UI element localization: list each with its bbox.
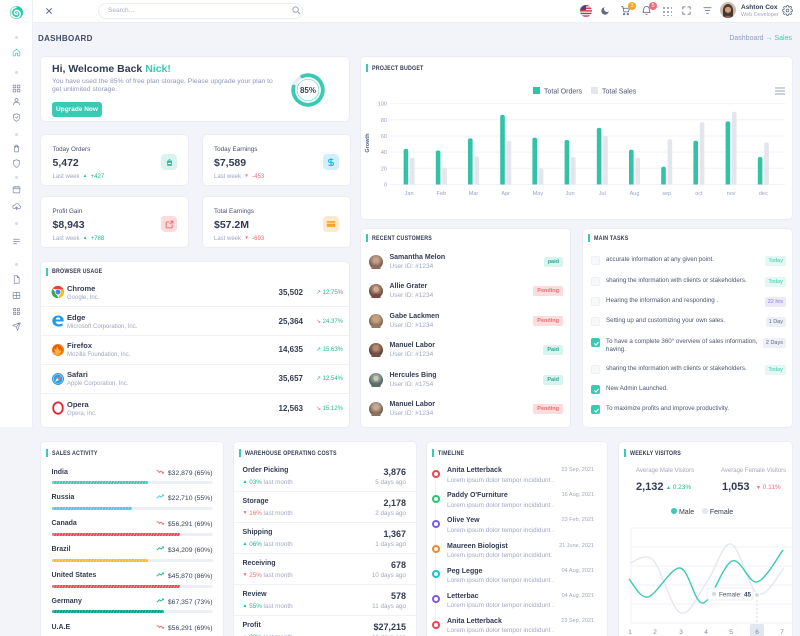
svg-text:60: 60: [381, 134, 387, 140]
svg-text:dec: dec: [759, 191, 768, 197]
svg-text:45: 45: [744, 592, 752, 599]
svg-text:Jan: Jan: [405, 191, 414, 197]
svg-text:3: 3: [679, 629, 683, 636]
svg-text:7: 7: [780, 629, 784, 636]
svg-text:Total Sales: Total Sales: [602, 89, 637, 96]
svg-text:Aug: Aug: [630, 191, 640, 197]
svg-text:85%: 85%: [300, 86, 316, 95]
svg-text:Growth: Growth: [365, 133, 371, 153]
svg-text:4: 4: [704, 629, 708, 636]
svg-text:Mar: Mar: [469, 191, 479, 197]
svg-text:nov: nov: [727, 191, 736, 197]
svg-text:Total Orders: Total Orders: [544, 89, 583, 96]
svg-text:Female:: Female:: [719, 592, 742, 599]
svg-text:Feb: Feb: [437, 191, 446, 197]
svg-text:May: May: [533, 191, 544, 197]
svg-text:0: 0: [384, 183, 387, 189]
svg-text:sep: sep: [662, 191, 671, 197]
svg-text:Jun: Jun: [566, 191, 575, 197]
svg-text:oct: oct: [695, 191, 703, 197]
svg-text:40: 40: [381, 150, 387, 156]
svg-text:1: 1: [628, 629, 632, 636]
svg-text:80: 80: [381, 118, 387, 124]
svg-text:6: 6: [755, 629, 759, 636]
svg-text:100: 100: [378, 102, 387, 108]
svg-text:Jul: Jul: [599, 191, 606, 197]
svg-text:20: 20: [381, 166, 387, 172]
svg-text:5: 5: [729, 629, 733, 636]
svg-text:Apr: Apr: [501, 191, 510, 197]
svg-text:2: 2: [653, 629, 657, 636]
